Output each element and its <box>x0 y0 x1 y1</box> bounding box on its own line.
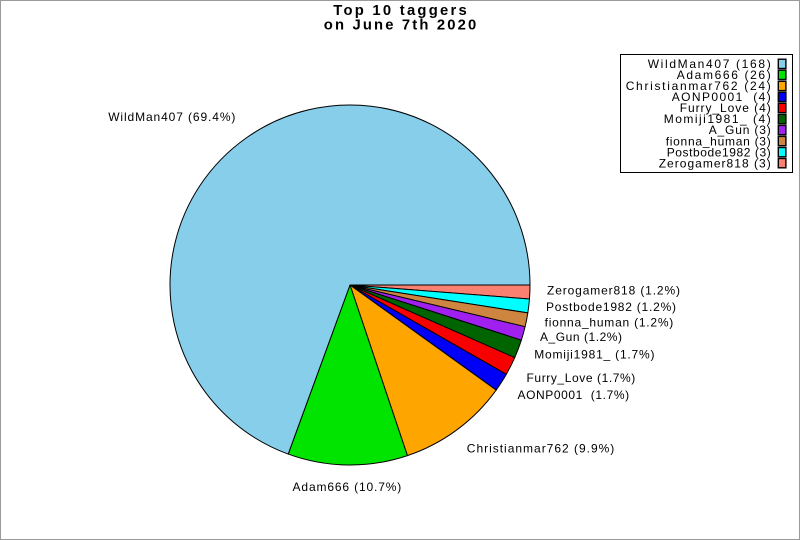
svg-text:A_Gun (3): A_Gun (3) <box>709 123 771 137</box>
svg-text:WildMan407 (168): WildMan407 (168) <box>648 57 771 71</box>
svg-text:Adam666 (26): Adam666 (26) <box>677 68 771 82</box>
svg-text:Postbode1982 (3): Postbode1982 (3) <box>667 145 771 159</box>
svg-text:Christianmar762 (24): Christianmar762 (24) <box>626 79 771 93</box>
svg-text:fionna_human (1.2%): fionna_human (1.2%) <box>545 316 674 330</box>
svg-text:Christianmar762 (9.9%): Christianmar762 (9.9%) <box>467 442 615 456</box>
svg-text:Furry_Love (4): Furry_Love (4) <box>680 101 771 115</box>
svg-text:Zerogamer818 (3): Zerogamer818 (3) <box>659 156 771 170</box>
svg-text:Momiji1981_ (1.7%): Momiji1981_ (1.7%) <box>534 348 654 362</box>
svg-text:WildMan407 (69.4%): WildMan407 (69.4%) <box>108 110 235 124</box>
svg-text:AONP0001 (4): AONP0001 (4) <box>672 90 771 104</box>
svg-text:A_Gun (1.2%): A_Gun (1.2%) <box>540 330 622 344</box>
svg-text:Top 10 taggers: Top 10 taggers <box>333 3 467 19</box>
svg-text:Zerogamer818 (1.2%): Zerogamer818 (1.2%) <box>547 284 680 298</box>
svg-text:Adam666 (10.7%): Adam666 (10.7%) <box>293 480 402 494</box>
svg-text:Postbode1982 (1.2%): Postbode1982 (1.2%) <box>546 300 676 314</box>
svg-text:fionna_human (3): fionna_human (3) <box>666 134 771 148</box>
svg-text:Momiji1981_ (4): Momiji1981_ (4) <box>664 112 771 126</box>
svg-text:AONP0001 (1.7%): AONP0001 (1.7%) <box>518 388 630 402</box>
svg-text:Furry_Love (1.7%): Furry_Love (1.7%) <box>527 371 636 385</box>
